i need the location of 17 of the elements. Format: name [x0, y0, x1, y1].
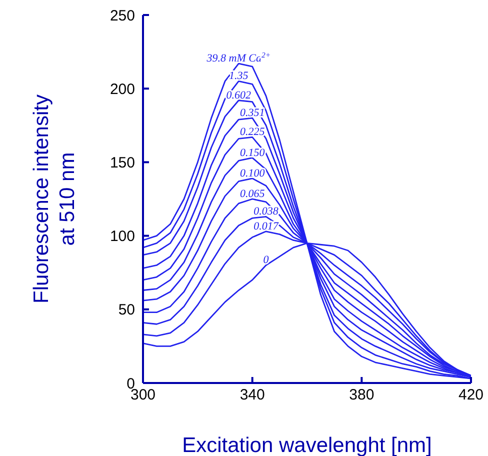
series-label: 0: [263, 254, 270, 266]
series-label: 0.017: [254, 220, 279, 232]
series-label: 0.100: [240, 167, 266, 180]
y-tick-label: 50: [118, 302, 135, 319]
y-tick-label: 250: [110, 7, 135, 24]
x-tick-label: 380: [349, 386, 374, 404]
x-tick-label: 340: [240, 386, 265, 404]
y-tick-label: 100: [110, 228, 135, 246]
series-label: 0.065: [240, 188, 266, 200]
x-tick-label: 420: [458, 386, 484, 404]
y-tick-label: 150: [110, 154, 135, 172]
series-label: 0.150: [240, 146, 266, 159]
series-label: 39.8 mM Ca$^{2+}$: [206, 50, 271, 65]
x-axis-title: Excitation wavelenght [nm]: [182, 434, 432, 456]
series-label: 1.35: [229, 70, 249, 82]
y-tick-label: 200: [110, 80, 135, 98]
y-axis-title: Fluorescence intensity at 510 nm: [30, 94, 79, 304]
